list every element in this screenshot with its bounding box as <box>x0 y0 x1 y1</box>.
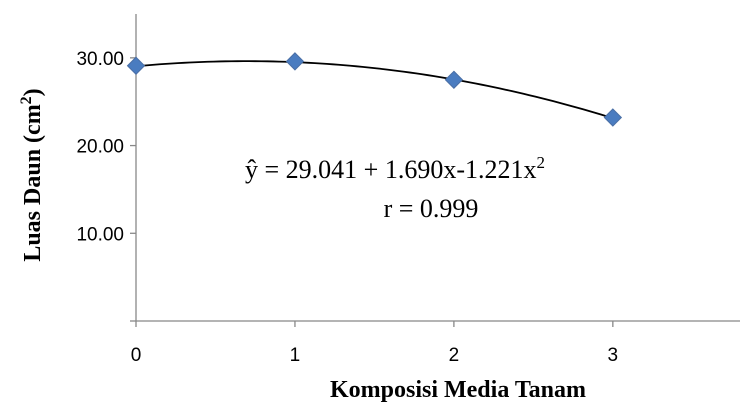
x-tick-label: 2 <box>449 345 460 366</box>
y-tick-label: 20.00 <box>76 137 124 158</box>
r-value-annotation: r = 0.999 <box>384 194 479 223</box>
y-tick-label: 30.00 <box>76 49 124 70</box>
x-tick-label: 3 <box>608 345 619 366</box>
y-tick-label: 10.00 <box>76 224 124 245</box>
data-points <box>126 52 623 127</box>
ticks: 10.00 20.00 30.00 0 1 2 3 <box>76 49 618 366</box>
data-point <box>603 108 623 127</box>
data-point <box>126 56 146 75</box>
data-point <box>444 70 464 89</box>
data-point <box>285 52 305 71</box>
x-tick-label: 0 <box>131 345 142 366</box>
x-tick-label: 1 <box>290 345 301 366</box>
y-axis-title: Luas Daun (cm2) <box>18 88 46 261</box>
trendline <box>135 60 614 120</box>
equation-annotation: ŷ = 29.041 + 1.690x-1.221x2 <box>245 153 545 184</box>
x-axis-title: Komposisi Media Tanam <box>330 377 586 403</box>
